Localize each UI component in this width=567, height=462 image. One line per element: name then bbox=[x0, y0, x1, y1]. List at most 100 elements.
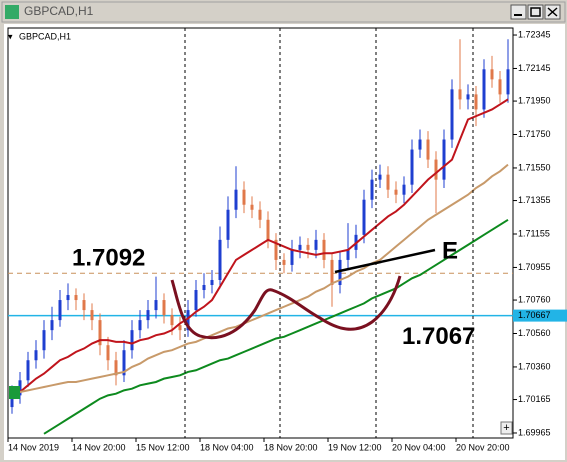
low-annotation: 1.7067 bbox=[402, 323, 475, 350]
candle-body bbox=[418, 139, 422, 150]
candle-body bbox=[466, 94, 470, 100]
y-tick-label: 1.70760 bbox=[518, 294, 551, 304]
candle-body bbox=[410, 149, 414, 185]
candle-body bbox=[346, 249, 350, 260]
chart-symbol: ▾ bbox=[8, 31, 13, 41]
x-tick-label: 18 Nov 04:00 bbox=[200, 442, 254, 452]
candle-body bbox=[394, 189, 398, 195]
point-annotation: E bbox=[442, 237, 458, 264]
candle-body bbox=[74, 295, 78, 301]
candle-body bbox=[130, 330, 134, 351]
candle-body bbox=[234, 189, 238, 210]
day-separators bbox=[184, 28, 474, 438]
candle-body bbox=[378, 174, 382, 180]
x-tick-label: 20 Nov 20:00 bbox=[456, 442, 510, 452]
candle-body bbox=[154, 300, 158, 311]
y-tick-label: 1.72145 bbox=[518, 63, 551, 73]
window-title: GBPCAD,H1 bbox=[24, 4, 94, 18]
minimize-button[interactable] bbox=[510, 4, 527, 20]
candle-body bbox=[282, 259, 286, 265]
candle-body bbox=[10, 395, 14, 408]
candle-body bbox=[490, 69, 494, 80]
current-price-label: 1.70667 bbox=[518, 310, 551, 320]
close-icon bbox=[547, 7, 558, 17]
x-tick-label: 19 Nov 12:00 bbox=[328, 442, 382, 452]
x-tick-label: 14 Nov 2019 bbox=[8, 442, 59, 452]
chart-title: GBPCAD,H1 bbox=[19, 31, 71, 41]
candle-body bbox=[442, 139, 446, 180]
candle-body bbox=[202, 285, 206, 291]
candle-body bbox=[258, 209, 262, 220]
candle-body bbox=[90, 310, 94, 321]
moving-average bbox=[11, 163, 509, 395]
candle-body bbox=[386, 174, 390, 190]
candle-body bbox=[402, 184, 406, 195]
candle-body bbox=[114, 360, 118, 376]
y-tick-label: 1.71155 bbox=[518, 228, 550, 238]
candle-body bbox=[210, 279, 214, 286]
candle-body bbox=[146, 310, 150, 321]
candle-body bbox=[298, 244, 302, 250]
candle-body bbox=[98, 320, 102, 346]
title-bar bbox=[1, 1, 566, 23]
candle-body bbox=[42, 330, 46, 351]
moving-average bbox=[11, 98, 509, 400]
candle-body bbox=[122, 350, 126, 376]
y-tick-label: 1.70360 bbox=[518, 361, 551, 371]
hand-drawn-curve bbox=[170, 275, 402, 340]
x-tick-label: 14 Nov 20:00 bbox=[72, 442, 126, 452]
x-tick-label: 18 Nov 20:00 bbox=[264, 442, 318, 452]
plot-area bbox=[7, 27, 514, 439]
zoom-button[interactable] bbox=[500, 421, 513, 435]
candle-body bbox=[186, 310, 190, 331]
candle-body bbox=[426, 139, 430, 160]
level-annotation: 1.7092 bbox=[72, 245, 145, 272]
x-tick-label: 15 Nov 12:00 bbox=[136, 442, 190, 452]
candle-body bbox=[138, 320, 142, 331]
candle-body bbox=[242, 189, 246, 205]
candle-body bbox=[482, 69, 486, 110]
candle-body bbox=[218, 239, 222, 280]
y-tick-label: 1.70165 bbox=[518, 394, 551, 404]
candle-body bbox=[450, 89, 454, 140]
maximize-icon bbox=[530, 7, 541, 17]
y-tick-label: 1.71355 bbox=[518, 195, 551, 205]
candle-body bbox=[170, 315, 174, 326]
candle-body bbox=[34, 350, 38, 361]
candle-body bbox=[370, 179, 374, 200]
candle-body bbox=[162, 300, 166, 316]
current-price-box bbox=[513, 309, 567, 322]
candle-body bbox=[50, 320, 54, 331]
candle-body bbox=[250, 204, 254, 210]
x-tick-label: 20 Nov 04:00 bbox=[392, 442, 446, 452]
candle-body bbox=[314, 239, 318, 250]
y-tick-label: 1.72345 bbox=[518, 29, 551, 39]
candle-body bbox=[498, 79, 502, 95]
candle-body bbox=[506, 69, 510, 95]
candle-body bbox=[58, 300, 62, 321]
candle-body bbox=[434, 159, 438, 180]
candle-body bbox=[458, 89, 462, 100]
y-tick-label: 1.71750 bbox=[518, 129, 551, 139]
trade-marker bbox=[9, 386, 20, 399]
candle-body bbox=[362, 199, 366, 235]
y-tick-label: 1.71950 bbox=[518, 95, 551, 105]
hand-drawn-line bbox=[334, 248, 436, 274]
candle-body bbox=[290, 249, 294, 265]
candle-body bbox=[106, 345, 110, 361]
candle-body bbox=[66, 295, 70, 301]
candle-body bbox=[322, 239, 326, 260]
window-icon bbox=[5, 5, 19, 19]
candle-body bbox=[82, 300, 86, 311]
candle-body bbox=[306, 244, 310, 250]
y-tick-label: 1.70955 bbox=[518, 262, 551, 272]
candle-body bbox=[338, 259, 342, 286]
candle-body bbox=[266, 219, 270, 240]
window-buttons[interactable] bbox=[510, 4, 561, 20]
y-tick-label: 1.70560 bbox=[518, 328, 551, 338]
zoom-icon: + bbox=[503, 422, 509, 434]
y-tick-label: 1.69965 bbox=[518, 427, 551, 437]
candle-body bbox=[226, 209, 230, 240]
candle-body bbox=[194, 290, 198, 311]
